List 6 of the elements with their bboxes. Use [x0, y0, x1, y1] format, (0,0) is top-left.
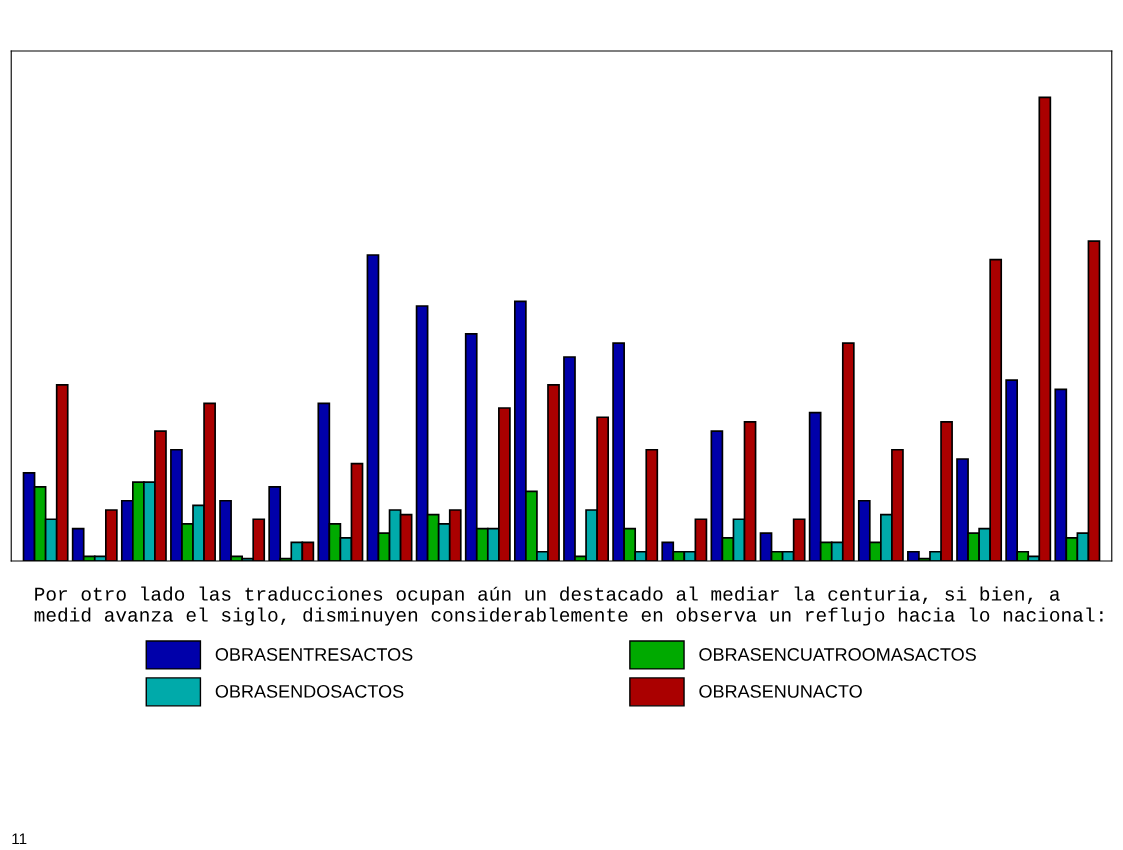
text: Por otro lado las traducciones ocupan aún un destacado al mediar la centuria, si bien, a medid avanza el siglo, disminuyen considerablemente en observa un reflujo hacia lo nacional: [34, 586, 1103, 626]
legend-label: OBRASENUNACTO [699, 685, 862, 698]
text: 11 [12, 833, 27, 845]
legend-label: OBRASENCUATROOMASACTOS [699, 648, 976, 661]
legend-label: OBRASENDOSACTOS [215, 685, 404, 698]
legend-label: OBRASENTRESACTOS [215, 648, 413, 661]
